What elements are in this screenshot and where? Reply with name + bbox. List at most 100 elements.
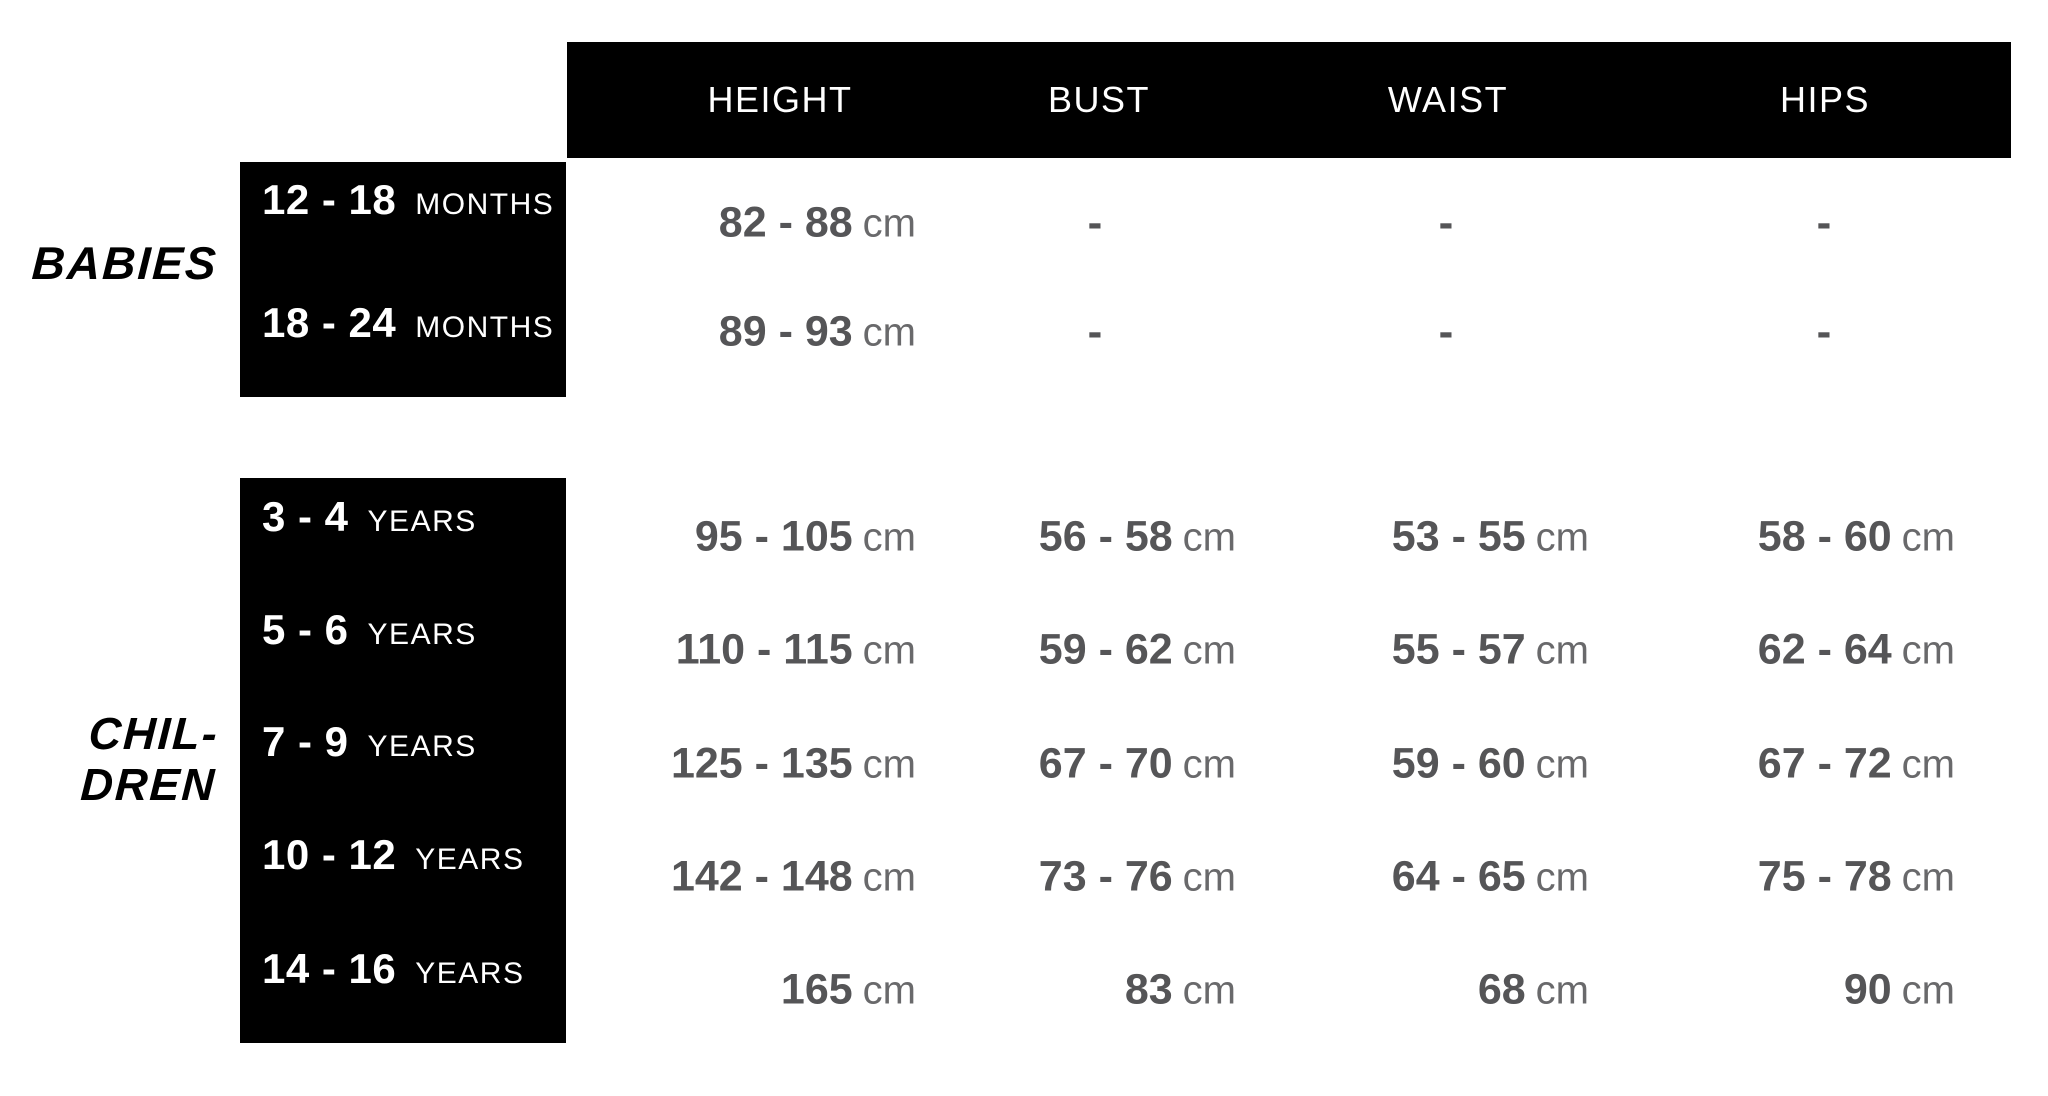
measure-value: 89 - 93	[718, 307, 853, 356]
measure-unit: cm	[1901, 968, 1955, 1013]
cell-children-0-waist: 53 - 55 cm	[1392, 513, 1589, 562]
babies-size-label-12-18: 12 - 18 MONTHS	[262, 176, 554, 224]
measure-unit: cm	[1182, 968, 1236, 1013]
measure-unit: cm	[1182, 742, 1236, 787]
size-unit: MONTHS	[415, 311, 555, 344]
measure-unit: cm	[1182, 628, 1236, 673]
cell-children-2-waist: 59 - 60 cm	[1392, 740, 1589, 789]
section-label-line: CHIL-	[88, 708, 221, 759]
size-range: 10 - 12	[262, 831, 397, 878]
measure-value: 58 - 60	[1757, 512, 1892, 561]
size-unit: MONTHS	[415, 188, 555, 221]
size-unit: YEARS	[415, 843, 525, 876]
cell-children-3-waist: 64 - 65 cm	[1392, 853, 1589, 902]
cell-children-3-height: 142 - 148 cm	[671, 853, 916, 902]
children-size-box	[240, 478, 566, 1043]
cell-children-2-bust: 67 - 70 cm	[1039, 740, 1236, 789]
measure-unit: cm	[1535, 515, 1589, 560]
size-range: 14 - 16	[262, 945, 397, 992]
cell-children-0-bust: 56 - 58 cm	[1039, 513, 1236, 562]
babies-size-label-18-24: 18 - 24 MONTHS	[262, 299, 554, 347]
measure-unit: cm	[1182, 515, 1236, 560]
measure-value: 165	[780, 965, 853, 1014]
measure-value: 64 - 65	[1391, 852, 1526, 901]
measure-value: 110 - 115	[675, 625, 853, 674]
measure-value: 62 - 64	[1757, 625, 1892, 674]
measure-unit: cm	[1535, 968, 1589, 1013]
measure-value: 142 - 148	[670, 852, 853, 901]
cell-children-0-height: 95 - 105 cm	[695, 513, 916, 562]
cell-babies-1-bust: -	[1087, 307, 1103, 356]
measure-value: 73 - 76	[1038, 852, 1173, 901]
size-range: 7 - 9	[262, 718, 349, 765]
cell-children-4-bust: 83 cm	[1125, 966, 1236, 1015]
cell-children-1-bust: 59 - 62 cm	[1039, 626, 1236, 675]
measure-unit: cm	[862, 628, 916, 673]
cell-babies-0-hips: -	[1816, 198, 1832, 247]
column-header-waist: WAIST	[1387, 79, 1509, 120]
measure-value: 67 - 70	[1038, 739, 1173, 788]
measure-unit: cm	[1901, 515, 1955, 560]
measure-unit: cm	[862, 742, 916, 787]
measure-unit: cm	[862, 201, 916, 246]
cell-babies-1-waist: -	[1438, 307, 1454, 356]
babies-size-box	[240, 162, 566, 397]
size-range: 18 - 24	[262, 299, 397, 346]
cell-children-3-bust: 73 - 76 cm	[1039, 853, 1236, 902]
measure-value: 90	[1843, 965, 1892, 1014]
measure-unit: cm	[862, 310, 916, 355]
cell-children-2-height: 125 - 135 cm	[671, 740, 916, 789]
measure-value: 95 - 105	[694, 512, 853, 561]
cell-babies-0-waist: -	[1438, 198, 1454, 247]
measure-unit: cm	[862, 855, 916, 900]
measure-value: 75 - 78	[1757, 852, 1892, 901]
section-label-line: DREN	[79, 759, 218, 810]
section-label-children: CHIL- DREN	[80, 708, 221, 810]
measure-value: 68	[1477, 965, 1526, 1014]
size-range: 12 - 18	[262, 176, 397, 223]
measure-value: 55 - 57	[1391, 625, 1526, 674]
measure-value: 53 - 55	[1391, 512, 1526, 561]
size-range: 5 - 6	[262, 606, 349, 653]
cell-babies-1-hips: -	[1816, 307, 1832, 356]
cell-children-4-waist: 68 cm	[1478, 966, 1589, 1015]
cell-children-1-hips: 62 - 64 cm	[1758, 626, 1955, 675]
measure-unit: cm	[1535, 855, 1589, 900]
measure-unit: cm	[862, 968, 916, 1013]
measure-unit: cm	[1535, 628, 1589, 673]
measure-value: 125 - 135	[670, 739, 853, 788]
cell-children-1-height: 110 - 115 cm	[676, 626, 916, 675]
cell-children-0-hips: 58 - 60 cm	[1758, 513, 1955, 562]
column-header-hips: HIPS	[1779, 79, 1871, 120]
size-unit: YEARS	[367, 618, 477, 651]
cell-babies-0-bust: -	[1087, 198, 1103, 247]
measure-unit: cm	[1182, 855, 1236, 900]
size-unit: YEARS	[415, 957, 525, 990]
size-range: 3 - 4	[262, 493, 349, 540]
measurements-header-bar	[567, 42, 2011, 158]
measure-value: 82 - 88	[718, 198, 853, 247]
measure-unit: cm	[1535, 742, 1589, 787]
children-size-label-3-4: 3 - 4 YEARS	[262, 493, 477, 541]
measure-value: 56 - 58	[1038, 512, 1173, 561]
children-size-label-14-16: 14 - 16 YEARS	[262, 945, 524, 993]
children-size-label-5-6: 5 - 6 YEARS	[262, 606, 477, 654]
column-header-height: HEIGHT	[707, 79, 853, 120]
measure-value: 83	[1124, 965, 1173, 1014]
measure-unit: cm	[1901, 855, 1955, 900]
cell-children-3-hips: 75 - 78 cm	[1758, 853, 1955, 902]
column-header-bust: BUST	[1047, 79, 1151, 120]
measure-unit: cm	[862, 515, 916, 560]
cell-children-1-waist: 55 - 57 cm	[1392, 626, 1589, 675]
cell-children-4-height: 165 cm	[781, 966, 916, 1015]
cell-babies-0-height: 82 - 88 cm	[719, 199, 916, 248]
measure-unit: cm	[1901, 628, 1955, 673]
size-unit: YEARS	[367, 505, 477, 538]
measure-value: 59 - 62	[1038, 625, 1173, 674]
cell-children-2-hips: 67 - 72 cm	[1758, 740, 1955, 789]
children-size-label-10-12: 10 - 12 YEARS	[262, 831, 524, 879]
measure-unit: cm	[1901, 742, 1955, 787]
cell-babies-1-height: 89 - 93 cm	[719, 308, 916, 357]
section-label-babies: BABIES	[30, 237, 220, 289]
